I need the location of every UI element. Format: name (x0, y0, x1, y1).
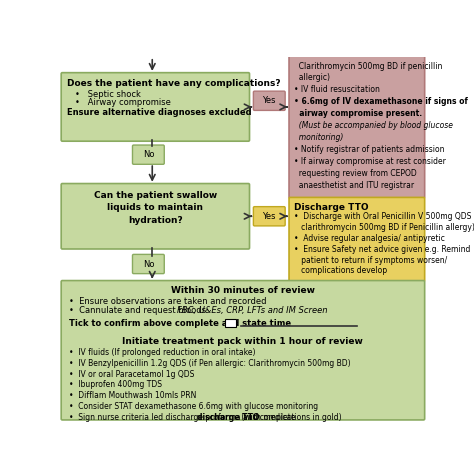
FancyBboxPatch shape (133, 255, 164, 273)
Text: Discharge TTO: Discharge TTO (294, 203, 369, 212)
Text: Initiate treatment pack within 1 hour of review: Initiate treatment pack within 1 hour of… (122, 337, 364, 346)
FancyBboxPatch shape (61, 183, 249, 249)
Text: FBC, U&Es, CRP, LFTs and IM Screen: FBC, U&Es, CRP, LFTs and IM Screen (177, 306, 328, 315)
Text: Can the patient swallow
liquids to maintain
hydration?: Can the patient swallow liquids to maint… (94, 191, 217, 225)
Text: (Must be accompanied by blood glucose: (Must be accompanied by blood glucose (294, 121, 453, 130)
Text: Yes: Yes (263, 212, 276, 221)
Text: •  IV or oral Paracetamol 1g QDS: • IV or oral Paracetamol 1g QDS (69, 370, 194, 379)
Bar (225, 319, 236, 327)
Text: patient to return if symptoms worsen/: patient to return if symptoms worsen/ (294, 255, 447, 264)
FancyBboxPatch shape (61, 281, 425, 420)
Text: complications develop: complications develop (294, 266, 387, 275)
FancyBboxPatch shape (133, 145, 164, 164)
Text: •  Discharge with Oral Penicillin V 500mg QDS (or: • Discharge with Oral Penicillin V 500mg… (294, 212, 474, 221)
Text: •  IV fluids (If prolonged reduction in oral intake): • IV fluids (If prolonged reduction in o… (69, 348, 255, 357)
Text: •  Advise regular analgesia/ antipyretic: • Advise regular analgesia/ antipyretic (294, 234, 445, 243)
Text: •  IV Benzylpenicillin 1.2g QDS (if Pen allergic: Clarithromycin 500mg BD): • IV Benzylpenicillin 1.2g QDS (if Pen a… (69, 359, 350, 368)
Text: •  Sign nurse criteria led discharge proforma and complete: • Sign nurse criteria led discharge prof… (69, 413, 297, 421)
Text: •  Difflam Mouthwash 10mls PRN: • Difflam Mouthwash 10mls PRN (69, 391, 196, 400)
Text: allergic): allergic) (294, 73, 330, 82)
Text: •   Airway compromise: • Airway compromise (75, 99, 171, 108)
Text: Within 30 minutes of review: Within 30 minutes of review (171, 286, 315, 295)
Text: Ensure alternative diagnoses excluded: Ensure alternative diagnoses excluded (67, 108, 252, 117)
Text: Tick to confirm above complete and state time: Tick to confirm above complete and state… (69, 319, 291, 328)
Text: • 6.6mg of IV dexamethasone if signs of: • 6.6mg of IV dexamethasone if signs of (294, 97, 468, 106)
Text: No: No (143, 150, 154, 159)
Text: Clarithromycin 500mg BD if penicillin: Clarithromycin 500mg BD if penicillin (294, 62, 442, 71)
Text: •  Ibuprofen 400mg TDS: • Ibuprofen 400mg TDS (69, 380, 162, 389)
Text: anaesthetist and ITU registrar: anaesthetist and ITU registrar (294, 181, 414, 190)
Text: Does the patient have any complications?: Does the patient have any complications? (67, 79, 281, 88)
Text: •  Ensure observations are taken and recorded: • Ensure observations are taken and reco… (69, 297, 266, 306)
Text: • IV fluid resuscitation: • IV fluid resuscitation (294, 85, 380, 94)
Text: airway compromise present.: airway compromise present. (294, 109, 425, 118)
Text: discharge TTO: discharge TTO (198, 413, 260, 421)
FancyBboxPatch shape (254, 91, 285, 110)
Text: Yes: Yes (263, 96, 276, 105)
Text: monitoring): monitoring) (294, 133, 344, 142)
Text: • Notify registrar of patients admission: • Notify registrar of patients admission (294, 145, 445, 154)
Text: No: No (143, 259, 154, 268)
Text: (with medications in gold): (with medications in gold) (239, 413, 342, 421)
Text: clarithromycin 500mg BD if Penicillin allergy): clarithromycin 500mg BD if Penicillin al… (294, 223, 474, 232)
Text: • If airway compromise at rest consider: • If airway compromise at rest consider (294, 157, 446, 166)
FancyBboxPatch shape (289, 197, 425, 282)
Text: •  Ensure Safety net advice given e.g. Remind: • Ensure Safety net advice given e.g. Re… (294, 245, 471, 254)
Text: requesting review from CEPOD: requesting review from CEPOD (294, 169, 417, 178)
Text: •   Septic shock: • Septic shock (75, 90, 141, 99)
FancyBboxPatch shape (61, 73, 249, 141)
FancyBboxPatch shape (254, 207, 285, 226)
FancyBboxPatch shape (289, 56, 425, 198)
Text: •  Consider STAT dexamethasone 6.6mg with glucose monitoring: • Consider STAT dexamethasone 6.6mg with… (69, 402, 318, 411)
Text: •  Cannulate and request bloods: • Cannulate and request bloods (69, 306, 208, 315)
